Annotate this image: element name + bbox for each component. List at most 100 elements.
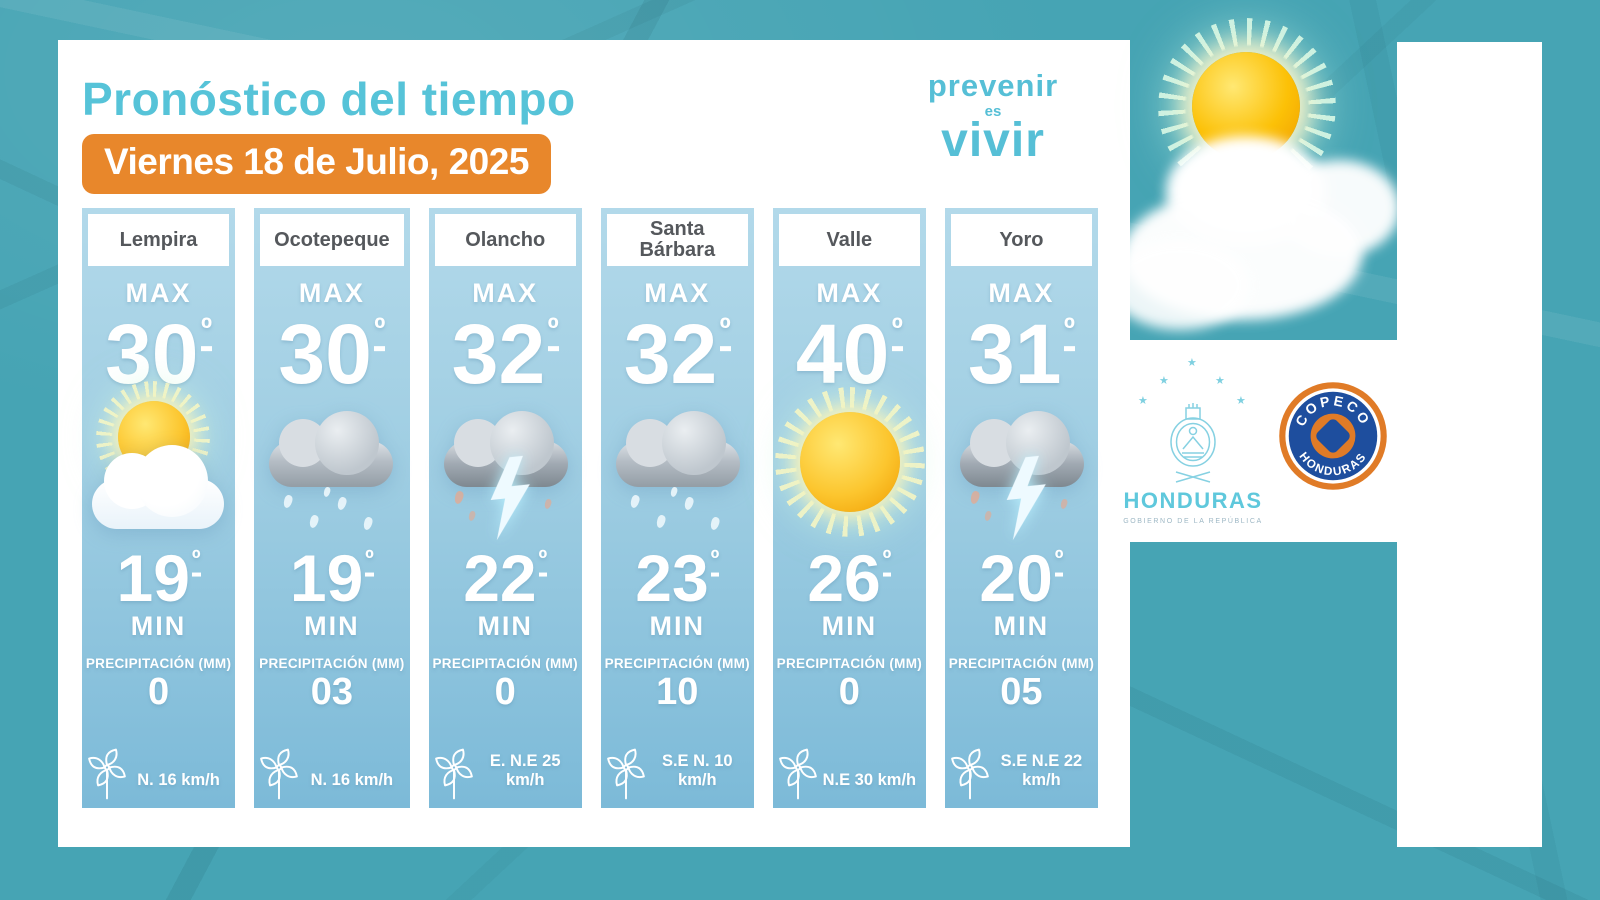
gray-cloud: [269, 411, 394, 488]
forecast-column: Santa Bárbara MAX 32º: [600, 208, 754, 808]
weather-icon-area: [82, 381, 235, 547]
min-temperature: 23º: [601, 545, 754, 611]
max-label: MAX: [125, 278, 192, 308]
degree-symbol: º: [365, 548, 374, 577]
min-temperature-value: 26: [807, 541, 881, 616]
date-banner: Viernes 18 de Julio, 2025: [82, 134, 551, 194]
degree-symbol: º: [1054, 548, 1064, 577]
precipitation-value: 0: [147, 671, 170, 714]
degree-symbol: º: [710, 548, 720, 577]
min-label: MIN: [649, 611, 706, 642]
coat-of-arms-icon: [1170, 403, 1216, 483]
precipitation-label: PRECIPITACIÓN (MM): [432, 656, 578, 672]
degree-symbol: º: [200, 314, 212, 352]
rain-cloud-icon: [601, 399, 754, 547]
cloud-puff: [1110, 240, 1250, 330]
honduras-logo-subtitle: GOBIERNO DE LA REPÚBLICA: [1123, 518, 1263, 525]
pinwheel-icon: [951, 748, 989, 800]
min-temperature: 19º: [254, 545, 410, 611]
wind-reading: N.E 30 km/h: [822, 771, 917, 789]
min-temperature-value: 19: [116, 541, 190, 616]
min-temperature-value: 19: [289, 541, 364, 616]
white-cloud: [92, 445, 224, 530]
precipitation-value: 0: [838, 671, 860, 714]
slogan-line-vivir: vivir: [941, 114, 1045, 167]
degree-symbol: º: [891, 314, 903, 352]
pinwheel-icon: [778, 748, 817, 800]
sun-disc: [799, 412, 900, 513]
forecast-columns: Lempira MAX 30º: [82, 208, 1098, 808]
degree-symbol: º: [1063, 314, 1075, 352]
weather-icon-area: [773, 387, 926, 547]
dark-cloud: [959, 411, 1084, 488]
weather-icon-area: [601, 399, 754, 547]
storm-cloud-icon: [945, 399, 1098, 547]
weather-icon-area: [429, 399, 582, 547]
max-temperature-value: 30: [278, 307, 372, 401]
forecast-column: Valle MAX 40º: [772, 208, 926, 808]
forecast-column: Yoro MAX 31º: [944, 208, 1098, 808]
wind-reading: S.E N. 10 km/h: [661, 752, 733, 789]
wind-reading: N. 16 km/h: [137, 771, 220, 789]
max-label: MAX: [988, 278, 1055, 308]
pinwheel-icon: [260, 748, 298, 800]
max-temperature: 31º: [945, 312, 1098, 396]
degree-symbol: º: [374, 314, 386, 352]
min-label: MIN: [477, 611, 533, 642]
pinwheel-icon: [434, 748, 473, 800]
degree-symbol: º: [191, 548, 201, 577]
coat-of-arms-stars: ★ ★ ★ ★ ★: [1138, 357, 1246, 407]
forecast-column: Ocotepeque MAX 30º: [254, 208, 410, 808]
min-temperature: 20º: [945, 545, 1098, 611]
pinwheel-icon: [606, 748, 645, 800]
slogan-line-es: es: [984, 103, 1002, 120]
department-name: Yoro: [950, 214, 1092, 266]
wind-reading: S.E N.E 22 km/h: [1000, 752, 1083, 789]
max-temperature: 32º: [601, 312, 754, 396]
right-white-bar: [1397, 42, 1542, 847]
max-label: MAX: [644, 278, 711, 308]
sun-cloud-icon: [82, 381, 235, 547]
min-temperature-value: 20: [979, 541, 1053, 616]
degree-symbol: º: [538, 548, 548, 577]
max-temperature: 40º: [773, 312, 926, 396]
precipitation-label: PRECIPITACIÓN (MM): [85, 656, 232, 672]
degree-symbol: º: [882, 548, 892, 577]
degree-symbol: º: [719, 314, 731, 352]
storm-cloud-icon: [429, 399, 582, 547]
precipitation-label: PRECIPITACIÓN (MM): [776, 656, 923, 672]
max-temperature-value: 32: [451, 307, 546, 401]
max-temperature-value: 40: [795, 307, 890, 401]
wind-row: S.E N.E 22 km/h: [945, 748, 1098, 802]
wind-row: E. N.E 25 km/h: [429, 748, 582, 802]
pinwheel-icon: [88, 748, 126, 800]
dark-cloud: [443, 411, 568, 488]
rain-cloud-icon: [254, 399, 410, 547]
department-name: Valle: [778, 214, 920, 266]
honduras-government-logo: ★ ★ ★ ★ ★ HONDURAS GOBIERNO DE LA REPÚBL…: [1118, 356, 1268, 525]
precipitation-value: 10: [656, 671, 699, 714]
lightning-bolt-icon: [490, 456, 530, 541]
precipitation-value: 0: [494, 671, 516, 714]
max-temperature-value: 31: [967, 307, 1062, 401]
degree-symbol: º: [547, 314, 559, 352]
max-label: MAX: [298, 278, 365, 308]
hero-sun-cloud-art: [1110, 18, 1400, 340]
precipitation-value: 03: [310, 671, 353, 714]
wind-reading: E. N.E 25 km/h: [489, 752, 561, 789]
wind-row: N. 16 km/h: [82, 748, 235, 802]
max-temperature-value: 32: [623, 307, 718, 401]
slogan-line-prevenir: prevenir: [927, 68, 1059, 103]
min-label: MIN: [993, 611, 1050, 642]
max-label: MAX: [472, 278, 539, 308]
department-name: Lempira: [88, 214, 230, 266]
min-label: MIN: [304, 611, 360, 642]
precipitation-label: PRECIPITACIÓN (MM): [948, 656, 1095, 672]
weather-icon-area: [254, 399, 410, 547]
precipitation-label: PRECIPITACIÓN (MM): [259, 656, 405, 672]
wind-reading: N. 16 km/h: [310, 771, 394, 789]
min-temperature: 22º: [429, 545, 582, 611]
wind-row: S.E N. 10 km/h: [601, 748, 754, 802]
precipitation-label: PRECIPITACIÓN (MM): [604, 656, 750, 672]
max-temperature: 30º: [254, 312, 410, 396]
